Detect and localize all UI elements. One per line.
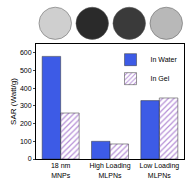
svg-text:0: 0 — [28, 155, 32, 162]
svg-text:In Water: In Water — [151, 56, 178, 63]
svg-text:400: 400 — [20, 85, 32, 92]
svg-text:In Gel: In Gel — [151, 75, 170, 82]
svg-text:600: 600 — [20, 49, 32, 56]
svg-text:100: 100 — [20, 138, 32, 145]
svg-text:500: 500 — [20, 67, 32, 74]
svg-text:High LoadingMLPNs: High LoadingMLPNs — [89, 162, 130, 178]
svg-text:200: 200 — [20, 120, 32, 127]
svg-text:18 nmMNPs: 18 nmMNPs — [51, 162, 71, 178]
svg-text:Low LoadingMLPNs: Low LoadingMLPNs — [139, 162, 179, 178]
svg-text:300: 300 — [20, 102, 32, 109]
svg-text:SAR (Watt/g): SAR (Watt/g) — [9, 78, 18, 125]
